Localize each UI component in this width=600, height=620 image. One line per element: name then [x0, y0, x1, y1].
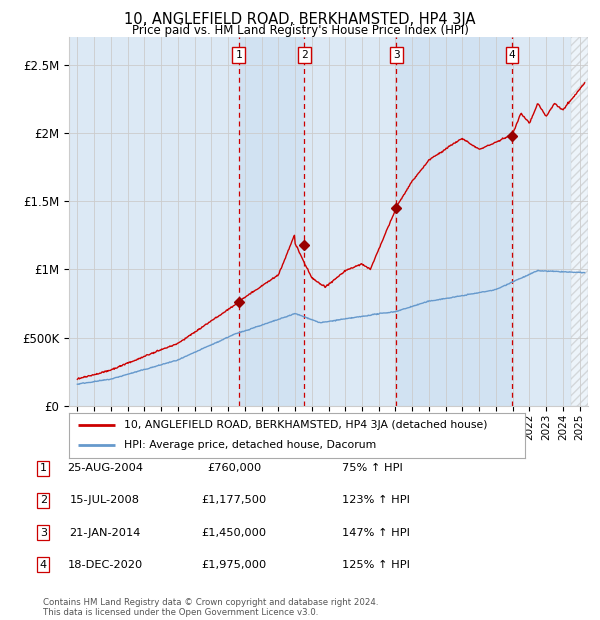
Text: Price paid vs. HM Land Registry's House Price Index (HPI): Price paid vs. HM Land Registry's House …: [131, 24, 469, 37]
Text: 18-DEC-2020: 18-DEC-2020: [67, 560, 143, 570]
Bar: [571, 37, 588, 406]
Text: 2: 2: [301, 50, 307, 60]
Text: 147% ↑ HPI: 147% ↑ HPI: [342, 528, 410, 538]
Text: 15-JUL-2008: 15-JUL-2008: [70, 495, 140, 505]
Text: This data is licensed under the Open Government Licence v3.0.: This data is licensed under the Open Gov…: [43, 608, 319, 617]
Bar: [239, 37, 304, 406]
Text: £760,000: £760,000: [207, 463, 261, 473]
Text: 21-JAN-2014: 21-JAN-2014: [70, 528, 140, 538]
Text: 10, ANGLEFIELD ROAD, BERKHAMSTED, HP4 3JA (detached house): 10, ANGLEFIELD ROAD, BERKHAMSTED, HP4 3J…: [124, 420, 487, 430]
Text: HPI: Average price, detached house, Dacorum: HPI: Average price, detached house, Daco…: [124, 440, 376, 450]
Text: 1: 1: [40, 463, 47, 473]
Text: 4: 4: [509, 50, 515, 60]
Text: £1,975,000: £1,975,000: [202, 560, 266, 570]
Text: 3: 3: [393, 50, 400, 60]
Text: 3: 3: [40, 528, 47, 538]
Text: 123% ↑ HPI: 123% ↑ HPI: [342, 495, 410, 505]
Text: 10, ANGLEFIELD ROAD, BERKHAMSTED, HP4 3JA: 10, ANGLEFIELD ROAD, BERKHAMSTED, HP4 3J…: [124, 12, 476, 27]
Text: £1,450,000: £1,450,000: [202, 528, 266, 538]
Text: 75% ↑ HPI: 75% ↑ HPI: [342, 463, 403, 473]
Text: £1,177,500: £1,177,500: [202, 495, 266, 505]
Text: Contains HM Land Registry data © Crown copyright and database right 2024.: Contains HM Land Registry data © Crown c…: [43, 598, 379, 607]
Text: 2: 2: [40, 495, 47, 505]
Text: 125% ↑ HPI: 125% ↑ HPI: [342, 560, 410, 570]
Text: 1: 1: [236, 50, 242, 60]
Text: 4: 4: [40, 560, 47, 570]
Text: 25-AUG-2004: 25-AUG-2004: [67, 463, 143, 473]
Bar: [397, 37, 512, 406]
